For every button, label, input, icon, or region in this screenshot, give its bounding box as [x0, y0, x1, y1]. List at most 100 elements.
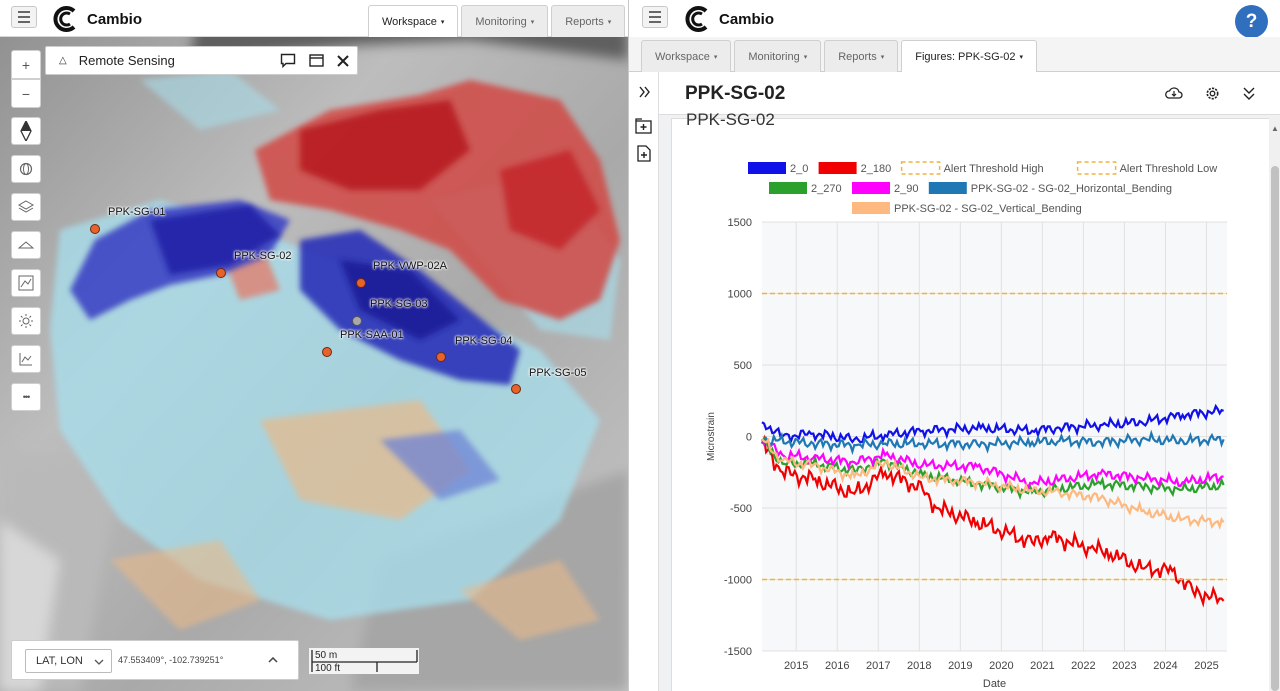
legend-swatch [748, 162, 786, 174]
brand-name: Cambio [719, 10, 775, 28]
right-top-bar: Cambio ? [629, 0, 1280, 38]
zoom-out-button[interactable]: − [11, 79, 41, 108]
site-marker[interactable] [90, 224, 100, 234]
site-marker[interactable] [356, 278, 366, 288]
chevron-down-icon [94, 659, 104, 665]
scrollbar[interactable]: ▲ [1269, 118, 1280, 691]
terrain-map[interactable] [0, 0, 628, 691]
site-marker[interactable] [511, 384, 521, 394]
site-label[interactable]: PPK-VWP-02A [373, 260, 447, 272]
more-tools-button[interactable]: ••• [11, 383, 41, 411]
lighting-button[interactable] [11, 307, 41, 335]
sun-icon [19, 314, 33, 328]
x-tick-label: 2017 [866, 660, 890, 672]
coord-mode-select[interactable]: LAT, LON [25, 649, 112, 673]
tab-reports[interactable]: Reports ▾ [824, 40, 899, 72]
scale-bar: 50 m 100 ft [309, 648, 419, 674]
scroll-up-icon[interactable]: ▲ [1271, 124, 1279, 133]
x-tick-label: 2022 [1071, 660, 1095, 672]
layers-icon [18, 200, 34, 213]
tab-monitoring[interactable]: Monitoring ▾ [461, 5, 549, 37]
collapse-chevron-icon[interactable]: △ [59, 55, 67, 66]
window-icon[interactable] [309, 54, 324, 67]
legend-label: PPK-SG-02 - SG-02_Horizontal_Bending [971, 183, 1172, 195]
left-top-bar: Cambio Workspace ▾ Monitoring ▾ Reports ▾ [0, 0, 628, 37]
tab-label: Figures: PPK-SG-02 [915, 50, 1016, 63]
chart-tool-button[interactable] [11, 269, 41, 297]
caret-down-icon: ▾ [530, 18, 535, 26]
site-label[interactable]: PPK-SG-03 [370, 298, 428, 310]
figure-header: PPK-SG-02 [659, 72, 1280, 115]
site-label[interactable]: PPK-SG-01 [108, 206, 166, 218]
scrollbar-thumb[interactable] [1271, 166, 1279, 691]
comment-icon[interactable] [280, 53, 296, 68]
compass-button[interactable] [11, 117, 41, 145]
double-chevron-down-icon[interactable] [1243, 87, 1255, 100]
y-tick-label: 1000 [728, 289, 752, 301]
layers-button[interactable] [11, 193, 41, 221]
tab-figures[interactable]: Figures: PPK-SG-02 ▾ [901, 40, 1038, 72]
help-icon: ? [1245, 10, 1258, 32]
legend-label: PPK-SG-02 - SG-02_Vertical_Bending [894, 203, 1082, 215]
legend-swatch [928, 182, 967, 194]
add-figure-icon[interactable] [635, 118, 652, 134]
gear-icon[interactable] [1205, 86, 1220, 101]
hamburger-menu-icon[interactable] [642, 6, 668, 28]
cloud-download-icon[interactable] [1165, 86, 1183, 100]
legend-label: Alert Threshold High [944, 163, 1044, 175]
legend-swatch [818, 162, 857, 174]
series-line [761, 437, 1225, 531]
more-icon: ••• [22, 392, 31, 402]
tab-label: Monitoring [748, 50, 800, 63]
brand[interactable]: Cambio [52, 6, 142, 32]
site-marker[interactable] [436, 352, 446, 362]
legend-label: 2_180 [861, 163, 892, 175]
site-label[interactable]: PPK-SAA-01 [340, 329, 404, 341]
globe-button[interactable] [11, 155, 41, 183]
globe-icon [19, 162, 33, 176]
collapse-up-icon[interactable] [268, 657, 278, 663]
tab-workspace[interactable]: Workspace ▾ [641, 40, 732, 72]
site-label[interactable]: PPK-SG-04 [455, 335, 513, 347]
caret-down-icon: ▾ [713, 53, 718, 61]
add-document-icon[interactable] [637, 145, 651, 162]
tab-monitoring[interactable]: Monitoring ▾ [734, 40, 822, 72]
hamburger-menu-icon[interactable] [11, 6, 37, 28]
map-view[interactable]: Cambio Workspace ▾ Monitoring ▾ Reports ▾ +… [0, 0, 628, 691]
expand-double-chevron-icon[interactable] [639, 86, 651, 98]
close-icon[interactable] [337, 54, 349, 67]
legend-swatch [852, 202, 890, 214]
y-tick-label: -1000 [724, 575, 752, 587]
brand[interactable]: Cambio [684, 6, 774, 32]
site-label[interactable]: PPK-SG-02 [234, 250, 292, 262]
legend-label: 2_0 [790, 163, 808, 175]
site-marker[interactable] [216, 268, 226, 278]
profile-icon [19, 353, 32, 366]
site-marker[interactable] [352, 316, 362, 326]
y-tick-label: -1500 [724, 646, 752, 658]
tab-workspace[interactable]: Workspace ▾ [368, 5, 459, 37]
caret-down-icon: ▾ [803, 53, 808, 61]
x-tick-label: 2024 [1153, 660, 1177, 672]
coord-value: 47.553409°, -102.739251° [118, 655, 224, 665]
caret-down-icon: ▾ [880, 53, 885, 61]
chart[interactable]: 2015 2016 2017 2018 2019 2020 2021 2022 2023 2024… [672, 119, 1276, 691]
side-rail [629, 72, 659, 691]
tab-label: Reports [838, 50, 877, 63]
coordinate-bar: LAT, LON 47.553409°, -102.739251° [11, 640, 299, 680]
x-tick-label: 2023 [1112, 660, 1136, 672]
terrain-button[interactable] [11, 231, 41, 259]
y-tick-label: 0 [746, 432, 752, 444]
zoom-in-button[interactable]: + [11, 50, 41, 79]
tab-reports[interactable]: Reports ▾ [551, 5, 626, 37]
site-marker[interactable] [322, 347, 332, 357]
profile-button[interactable] [11, 345, 41, 373]
site-label[interactable]: PPK-SG-05 [529, 367, 587, 379]
y-tick-label: -500 [730, 503, 752, 515]
help-button[interactable]: ? [1235, 5, 1268, 38]
x-tick-label: 2020 [989, 660, 1013, 672]
y-axis-label: Microstrain [706, 412, 717, 461]
legend-swatch [769, 182, 807, 194]
x-tick-label: 2019 [948, 660, 972, 672]
figure-title: PPK-SG-02 [685, 83, 786, 104]
